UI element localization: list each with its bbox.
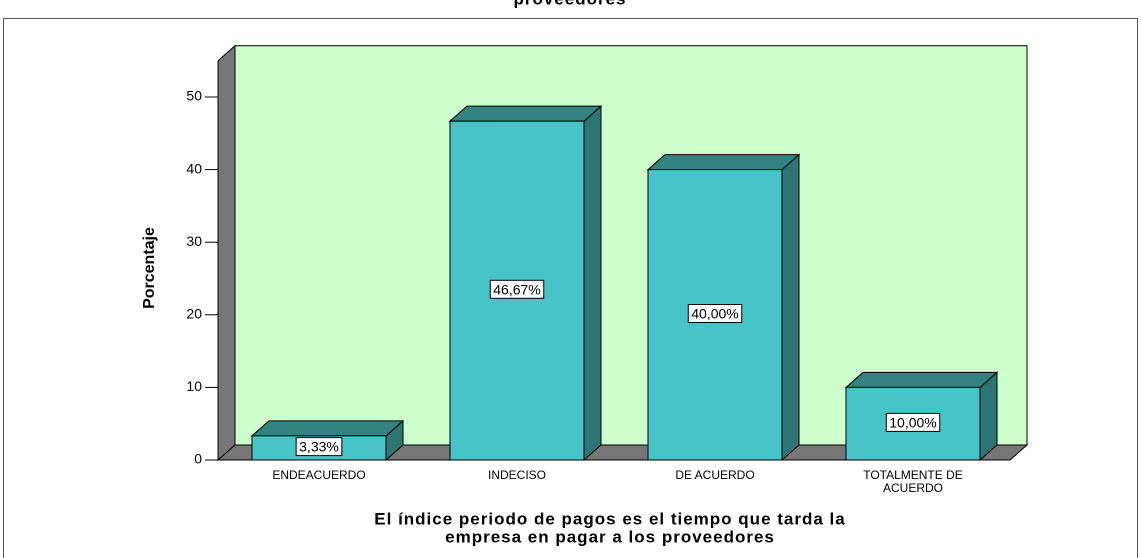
x-tick-label: DE ACUERDO <box>675 468 754 482</box>
x-tick-label: ENDEACUERDO <box>272 468 365 482</box>
y-tick-label: 40 <box>186 160 202 176</box>
value-label-box <box>687 304 743 324</box>
value-label: 40,00% <box>691 306 738 322</box>
x-tick-label: TOTALMENTE DE ACUERDO <box>863 468 963 495</box>
x-tick-label: INDECISO <box>488 468 546 482</box>
value-label: 10,00% <box>889 414 936 430</box>
value-label-box <box>295 437 343 457</box>
y-tick-label: 10 <box>186 378 202 394</box>
chart-title: proveedores <box>513 0 626 8</box>
y-tick-label: 50 <box>186 88 202 104</box>
value-label-group: 10,00% <box>885 412 941 432</box>
y-tick-label: 0 <box>194 451 202 467</box>
bar-side <box>583 105 602 462</box>
x-axis-label: empresa en pagar a los proveedores <box>445 527 775 546</box>
value-label: 46,67% <box>493 281 540 297</box>
value-label-group: 3,33% <box>295 437 343 457</box>
bar-top <box>250 420 405 437</box>
value-label-box <box>489 279 545 299</box>
bar-top <box>646 154 801 171</box>
y-tick-label: 20 <box>186 306 202 322</box>
x-tick-label-line: TOTALMENTE DE <box>863 468 963 482</box>
bar-side <box>781 153 800 462</box>
side-wall <box>217 44 236 462</box>
bar-top <box>448 105 603 122</box>
y-axis-label: Porcentaje <box>141 227 158 309</box>
value-label-box <box>885 412 941 432</box>
x-tick-label-line: ACUERDO <box>883 481 943 495</box>
bar-top <box>844 371 999 388</box>
value-label: 3,33% <box>299 439 339 455</box>
value-label-group: 40,00% <box>687 304 743 324</box>
x-axis-label: El índice periodo de pagos es el tiempo … <box>374 509 845 528</box>
y-tick-label: 30 <box>186 233 202 249</box>
value-label-group: 46,67% <box>489 279 545 299</box>
